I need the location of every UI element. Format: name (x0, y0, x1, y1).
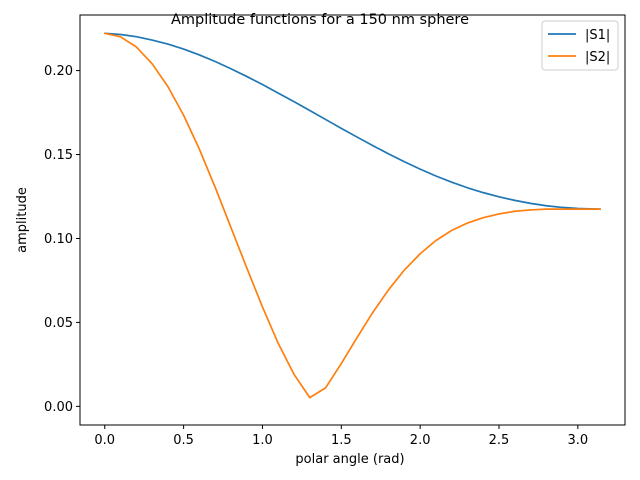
x-tick-label: 2.5 (489, 433, 510, 448)
y-axis-ticks: 0.00 0.05 0.10 0.15 0.20 (44, 64, 80, 415)
legend-label-s1: |S1| (585, 28, 610, 43)
series-line-1 (103, 32, 602, 210)
y-tick-label: 0.15 (44, 148, 73, 163)
plot-area (103, 32, 602, 399)
axes-frame (79, 14, 626, 426)
x-tick-label: 1.5 (331, 433, 352, 448)
x-axis-label: polar angle (rad) (295, 452, 404, 467)
y-tick-label: 0.10 (44, 232, 73, 247)
y-axis-label: amplitude (15, 187, 30, 253)
x-tick-label: 2.0 (410, 433, 431, 448)
y-tick-label: 0.00 (44, 400, 73, 415)
x-tick-label: 0.5 (173, 433, 194, 448)
x-axis-ticks: 0.0 0.5 1.0 1.5 2.0 2.5 3.0 (94, 425, 588, 448)
y-tick-label: 0.20 (44, 64, 73, 79)
series-line-2 (103, 32, 602, 399)
x-tick-label: 0.0 (94, 433, 115, 448)
y-tick-label: 0.05 (44, 316, 73, 331)
x-tick-label: 1.0 (252, 433, 273, 448)
legend: |S1| |S2| (541, 20, 619, 71)
x-tick-label: 3.0 (568, 433, 589, 448)
chart-title: Amplitude functions for a 150 nm sphere (171, 12, 469, 28)
legend-label-s2: |S2| (585, 50, 610, 65)
